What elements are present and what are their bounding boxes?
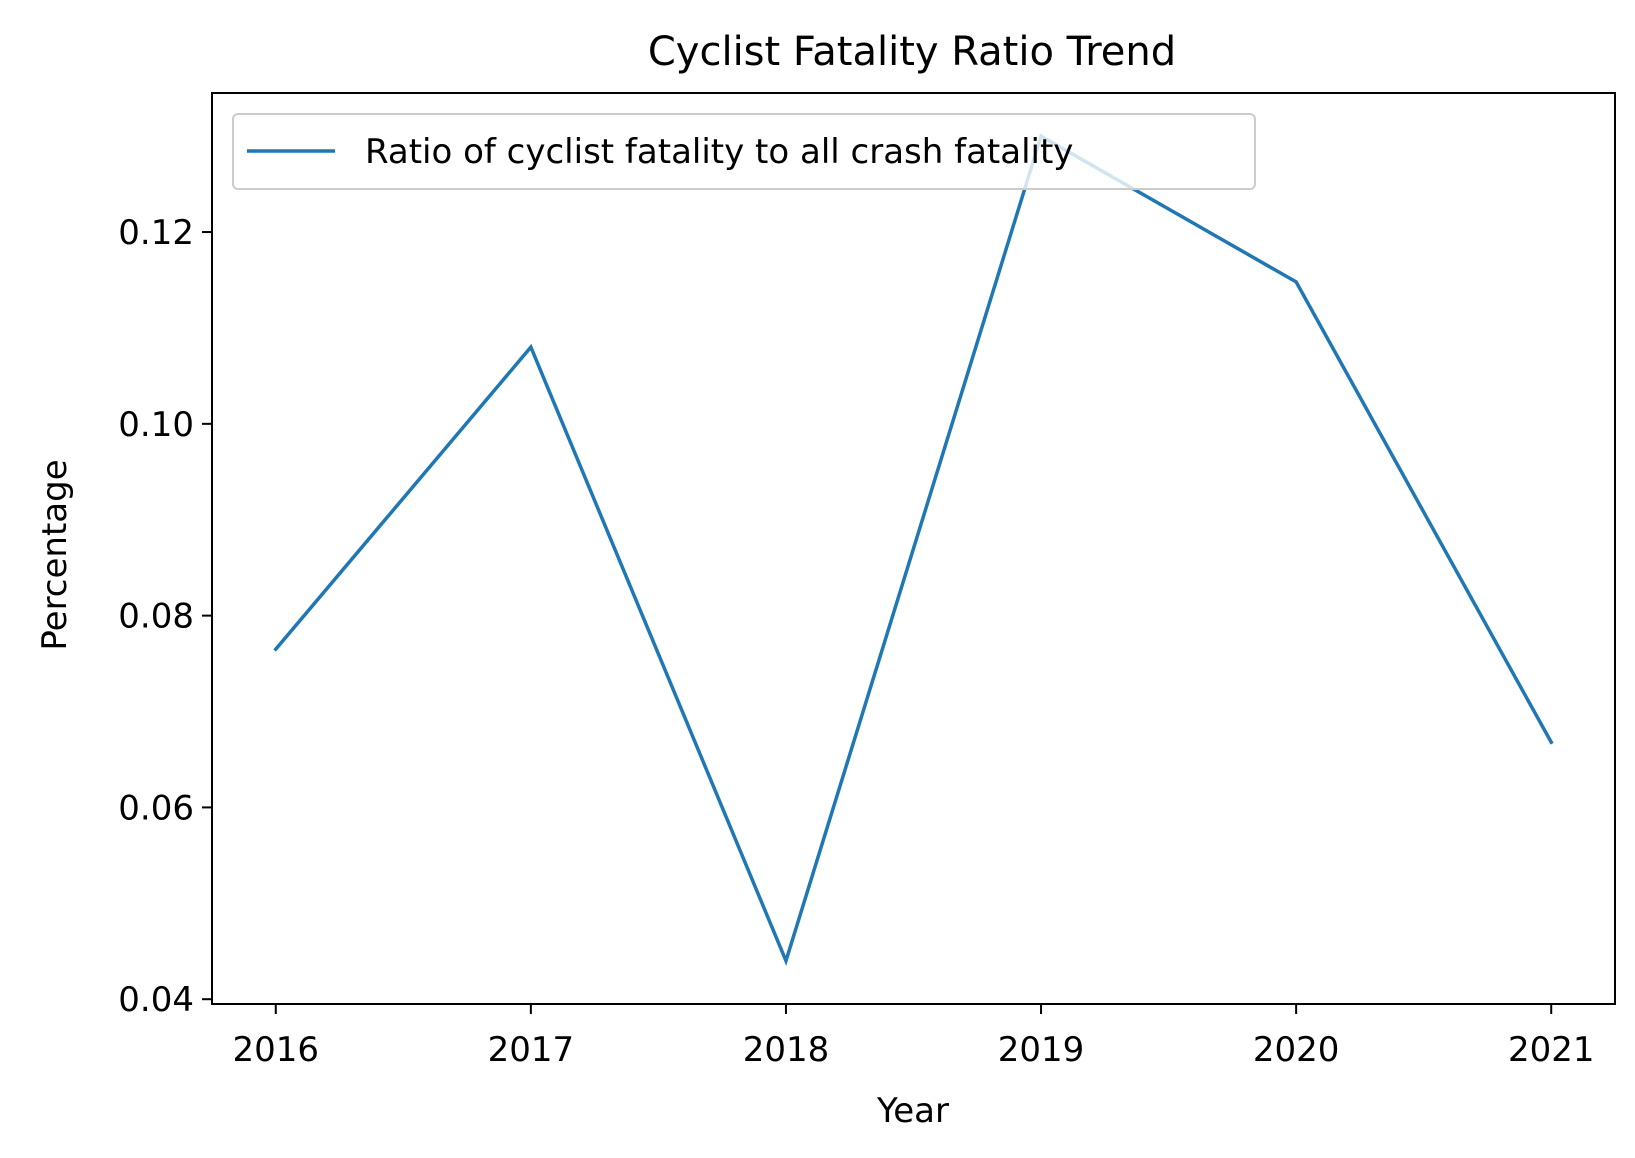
x-axis-ticks: 2016 2017 2018 2019 2020 2021: [233, 1004, 1595, 1070]
data-point: [1549, 740, 1553, 744]
y-tick-label: 0.08: [118, 597, 194, 637]
y-axis-label: Percentage: [35, 459, 75, 650]
data-point: [1294, 280, 1298, 284]
x-tick-label: 2018: [743, 1030, 830, 1070]
plot-area: [211, 92, 1616, 1005]
plot-frame: [211, 92, 1616, 1005]
y-tick-label: 0.04: [118, 980, 194, 1020]
y-tick-label: 0.06: [118, 788, 194, 828]
y-axis-ticks: 0.04 0.06 0.08 0.10 0.12: [118, 213, 212, 1020]
legend: Ratio of cyclist fatality to all crash f…: [232, 113, 1256, 190]
x-tick-label: 2020: [1253, 1030, 1340, 1070]
x-tick-label: 2016: [233, 1030, 320, 1070]
x-tick-label: 2021: [1508, 1030, 1595, 1070]
series-line: [273, 133, 1554, 966]
x-tick-label: 2017: [488, 1030, 575, 1070]
legend-box: [232, 113, 1256, 190]
data-point: [784, 959, 788, 963]
y-tick-label: 0.12: [118, 213, 194, 253]
y-tick-label: 0.10: [118, 405, 194, 445]
x-axis-label: Year: [876, 1091, 949, 1131]
x-tick-label: 2019: [998, 1030, 1085, 1070]
chart-title: Cyclist Fatality Ratio Trend: [648, 29, 1176, 75]
data-point: [529, 345, 533, 349]
data-point: [274, 647, 278, 651]
legend-label: Ratio of cyclist fatality to all crash f…: [365, 132, 1073, 172]
